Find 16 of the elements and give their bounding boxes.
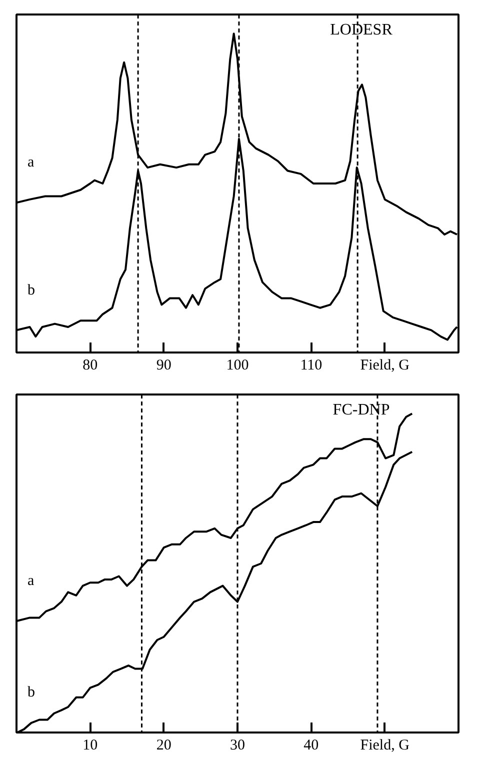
- x-tick-label: 20: [156, 738, 172, 754]
- x-tick-label: 110: [300, 358, 322, 374]
- series-label: b: [28, 684, 36, 701]
- x-tick-label: 100: [226, 358, 249, 374]
- series-label: a: [28, 154, 35, 171]
- x-tick-label: 80: [82, 358, 98, 374]
- x-tick-label: Field, G: [360, 358, 410, 374]
- chart-title: FC-DNP: [332, 401, 390, 418]
- x-tick-label: 30: [230, 738, 245, 754]
- x-tick-label: Field, G: [360, 738, 410, 754]
- series-label: b: [28, 282, 36, 298]
- chart-title: LODESR: [330, 21, 393, 38]
- series-label: a: [28, 573, 35, 590]
- x-tick-label: 10: [82, 738, 98, 754]
- x-tick-label: 90: [156, 358, 172, 374]
- x-tick-label: 40: [304, 738, 319, 754]
